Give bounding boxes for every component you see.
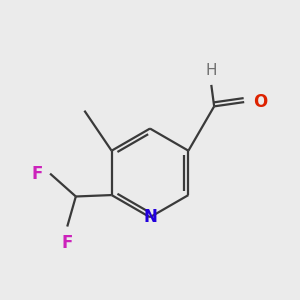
Text: O: O (254, 93, 268, 111)
Text: F: F (32, 165, 43, 183)
Text: H: H (206, 63, 217, 78)
Text: F: F (61, 234, 73, 252)
Text: N: N (143, 208, 157, 226)
